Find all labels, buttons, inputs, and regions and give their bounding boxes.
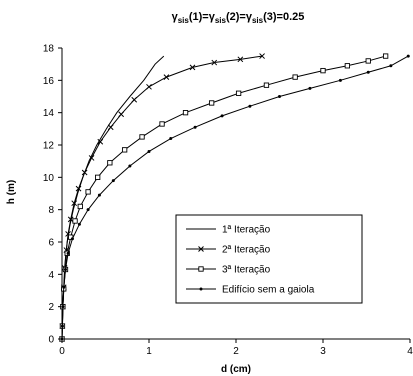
chart-title: γsis(1)=γsis(2)=γsis(3)=0.25 — [172, 11, 305, 25]
data-point-x — [71, 200, 78, 207]
y-tick-label: 0 — [48, 335, 54, 346]
data-point-square — [77, 203, 83, 210]
series-line — [61, 55, 165, 340]
y-tick-label: 4 — [48, 270, 54, 281]
data-point-dot — [169, 137, 173, 141]
data-point-dot — [86, 208, 90, 212]
data-point-square — [208, 100, 215, 106]
data-point-dot — [63, 267, 67, 271]
data-point-dot — [147, 149, 151, 153]
data-point-square — [159, 121, 165, 127]
data-point-square — [198, 266, 204, 272]
data-point-dot — [366, 70, 370, 74]
data-point-square — [107, 160, 113, 166]
title-part: γ — [246, 11, 253, 23]
title-part: (3)=0.25 — [263, 11, 304, 23]
data-point-dot — [338, 78, 342, 82]
data-point-dot — [193, 125, 197, 129]
legend-box — [175, 214, 363, 304]
y-tick-label: 10 — [43, 173, 55, 184]
title-part: γ — [172, 11, 179, 23]
data-point-x — [237, 56, 244, 63]
data-point-dot — [77, 222, 81, 226]
y-tick-label: 16 — [43, 76, 55, 87]
data-point-x — [88, 155, 95, 161]
data-point-x — [118, 111, 125, 118]
data-point-square — [121, 147, 128, 153]
data-point-dot — [61, 305, 65, 309]
legend: 1ª Iteração 2ª Iteração 3ª Iteração Edifíci… — [175, 214, 363, 304]
x-tick-label: 1 — [146, 346, 152, 357]
data-point-x — [211, 59, 218, 66]
series-1 — [61, 55, 165, 340]
title-part: sis — [178, 16, 190, 25]
data-point-x — [163, 74, 170, 80]
data-point-dot — [62, 285, 66, 289]
data-point-dot — [308, 86, 312, 90]
y-axis-label: h (m) — [6, 180, 17, 204]
data-point-dot — [389, 64, 393, 68]
data-point-square — [344, 63, 351, 69]
data-point-square — [139, 134, 145, 140]
data-point-x — [131, 96, 138, 103]
y-tick-label: 12 — [43, 141, 55, 152]
data-point-square — [320, 67, 326, 74]
title-part: (1)= — [189, 11, 209, 23]
data-point-dot — [199, 287, 203, 291]
x-tick-label: 4 — [407, 346, 413, 357]
data-point-dot — [248, 104, 252, 108]
data-point-x — [146, 83, 152, 90]
title-part: sis — [252, 16, 264, 25]
data-point-dot — [70, 237, 74, 241]
data-point-x — [67, 216, 74, 223]
data-point-square — [95, 174, 101, 180]
data-point-dot — [111, 179, 115, 183]
title-part: (2)= — [226, 11, 246, 23]
title-part: sis — [215, 16, 227, 25]
data-point-x — [81, 169, 88, 176]
data-point-dot — [60, 324, 64, 328]
legend-label-3: 3ª Iteração — [222, 265, 271, 276]
data-point-dot — [220, 114, 224, 118]
y-tick-label: 8 — [48, 205, 54, 216]
data-point-square — [382, 53, 389, 59]
x-tick-label: 2 — [233, 346, 239, 357]
legend-label-1: 1ª Iteração — [222, 225, 271, 236]
legend-label-4: Edifício sem a gaiola — [222, 285, 315, 296]
series-4 — [60, 54, 410, 341]
legend-label-2: 2ª Iteração — [222, 245, 271, 256]
data-point-dot — [278, 95, 281, 98]
data-point-x — [75, 185, 82, 192]
data-point-x — [107, 124, 114, 131]
data-point-dot — [406, 54, 410, 58]
data-point-square — [263, 82, 270, 88]
data-point-dot — [97, 193, 101, 197]
x-axis-label: d (cm) — [221, 364, 251, 375]
data-point-x — [189, 64, 196, 71]
x-tick-label: 3 — [320, 346, 326, 357]
data-point-square — [235, 90, 242, 96]
data-point-x — [97, 138, 104, 145]
x-tick-label: 0 — [59, 346, 65, 357]
data-point-x — [259, 53, 265, 59]
data-point-square — [365, 58, 371, 64]
data-point-square — [182, 110, 189, 116]
y-tick-label: 18 — [43, 44, 55, 55]
data-point-x — [198, 246, 204, 252]
title-part: γ — [209, 11, 216, 23]
data-point-dot — [128, 164, 132, 168]
data-point-dot — [66, 251, 70, 255]
series-line — [61, 55, 263, 340]
y-tick-label: 14 — [43, 108, 55, 119]
y-tick-label: 2 — [48, 302, 54, 313]
data-point-dot — [60, 337, 64, 341]
data-point-square — [72, 218, 78, 224]
data-point-square — [85, 189, 91, 195]
y-tick-label: 6 — [48, 238, 54, 249]
data-point-square — [292, 74, 298, 80]
